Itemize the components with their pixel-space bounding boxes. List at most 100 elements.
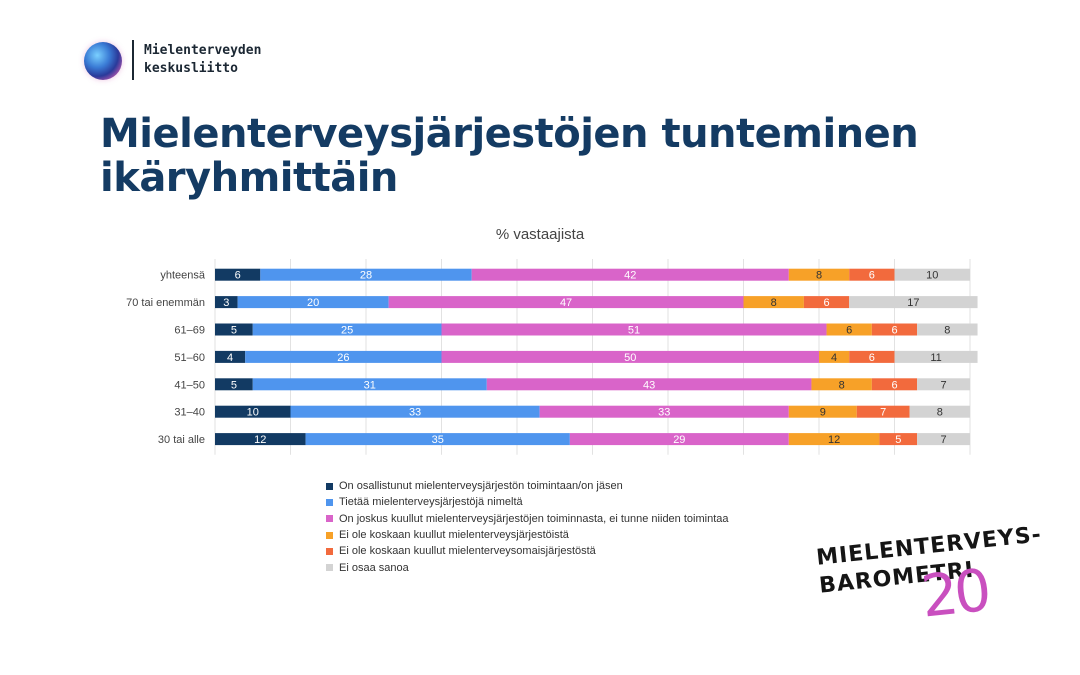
legend-item: Tietää mielenterveysjärjestöjä nimeltä [326, 494, 729, 510]
data-label: 8 [771, 297, 777, 309]
bar-segment [826, 323, 872, 336]
bar-segment [849, 296, 978, 309]
bar-segment [215, 323, 253, 336]
bar-segment [788, 433, 880, 446]
bar-segment [215, 433, 306, 446]
data-label: 17 [907, 297, 919, 309]
category-label: 51–60 [174, 352, 205, 364]
legend-swatch [326, 515, 333, 523]
data-label: 6 [235, 270, 241, 282]
logo-line-1: Mielenterveyden [144, 43, 262, 58]
bar-segment [237, 296, 389, 309]
bar-segment [471, 268, 789, 281]
bar-segment [290, 405, 540, 418]
data-label: 8 [816, 270, 822, 282]
bar-segment [260, 268, 472, 281]
data-label: 6 [846, 325, 852, 337]
data-label: 10 [247, 407, 259, 419]
data-label: 3 [223, 297, 229, 309]
data-label: 20 [307, 297, 319, 309]
legend-swatch [326, 498, 333, 506]
legend-swatch [326, 547, 333, 555]
logo-text: Mielenterveyden keskusliitto [144, 42, 261, 78]
data-label: 5 [231, 379, 237, 391]
data-label: 6 [891, 325, 897, 337]
bar-segment [569, 433, 789, 446]
bar-segment [441, 323, 827, 336]
bar-segment [245, 350, 442, 363]
logo-divider [132, 40, 134, 80]
data-label: 4 [227, 352, 233, 364]
bar-segment [849, 268, 895, 281]
logo: Mielenterveyden keskusliitto [84, 40, 284, 82]
data-label: 8 [839, 379, 845, 391]
legend-swatch [326, 482, 333, 490]
bar-segment [917, 378, 970, 391]
category-label: 41–50 [174, 379, 205, 391]
bar-segment [879, 433, 918, 446]
legend-label: Ei ole koskaan kuullut mielenterveysjärj… [339, 529, 569, 542]
data-label: 47 [560, 297, 572, 309]
data-label: 33 [658, 407, 670, 419]
data-label: 33 [409, 407, 421, 419]
legend-label: On joskus kuullut mielenterveysjärjestöj… [339, 512, 729, 525]
data-label: 29 [673, 434, 685, 446]
data-label: 11 [930, 352, 941, 364]
data-label: 25 [341, 325, 353, 337]
bar-segment [252, 378, 487, 391]
bar-segment [441, 350, 819, 363]
bar-segment [388, 296, 744, 309]
chart-legend: On osallistunut mielenterveysjärjestön t… [326, 478, 729, 576]
legend-item: On joskus kuullut mielenterveysjärjestöj… [326, 511, 729, 527]
data-label: 31 [364, 379, 376, 391]
category-label: 70 tai enemmän [126, 297, 205, 309]
data-label: 43 [643, 379, 655, 391]
bar-segment [871, 378, 918, 391]
data-label: 12 [828, 434, 840, 446]
bar-segment [305, 433, 570, 446]
legend-label: Tietää mielenterveysjärjestöjä nimeltä [339, 496, 523, 509]
data-label: 8 [944, 325, 950, 337]
data-label: 7 [941, 434, 947, 446]
bar-segment [819, 350, 850, 363]
data-label: 6 [869, 270, 875, 282]
bar-segment [788, 268, 850, 281]
bar-segment [894, 350, 978, 363]
bar-segment [909, 405, 970, 418]
bar-segment [803, 296, 850, 309]
bar-segment [539, 405, 789, 418]
category-label: yhteensä [160, 270, 206, 282]
legend-item: On osallistunut mielenterveysjärjestön t… [326, 478, 729, 494]
data-label: 42 [624, 270, 636, 282]
legend-item: Ei osaa sanoa [326, 559, 729, 575]
data-label: 6 [869, 352, 875, 364]
legend-swatch [326, 564, 333, 572]
bar-segment [215, 268, 261, 281]
data-label: 9 [820, 407, 826, 419]
data-label: 50 [624, 352, 636, 364]
data-label: 5 [895, 434, 901, 446]
bar-segment [252, 323, 442, 336]
legend-label: On osallistunut mielenterveysjärjestön t… [339, 480, 623, 493]
data-label: 8 [937, 407, 943, 419]
data-label: 4 [831, 352, 837, 364]
data-label: 6 [891, 379, 897, 391]
category-label: 30 tai alle [158, 434, 205, 446]
data-label: 35 [432, 434, 444, 446]
category-label: 61–69 [174, 325, 205, 337]
bar-segment [743, 296, 804, 309]
legend-label: Ei ole koskaan kuullut mielenterveysomai… [339, 545, 596, 558]
legend-item: Ei ole koskaan kuullut mielenterveysomai… [326, 543, 729, 559]
bar-segment [215, 405, 291, 418]
bar-segment [486, 378, 812, 391]
chart-subtitle: % vastaajista [495, 226, 585, 243]
bar-segment [871, 323, 918, 336]
bar-segment [215, 296, 238, 309]
logo-orb-icon [84, 42, 122, 80]
data-label: 5 [231, 325, 237, 337]
brand-number: 20 [918, 556, 991, 631]
bar-segment [917, 433, 970, 446]
bar-segment [215, 350, 246, 363]
legend-label: Ei osaa sanoa [339, 561, 409, 574]
